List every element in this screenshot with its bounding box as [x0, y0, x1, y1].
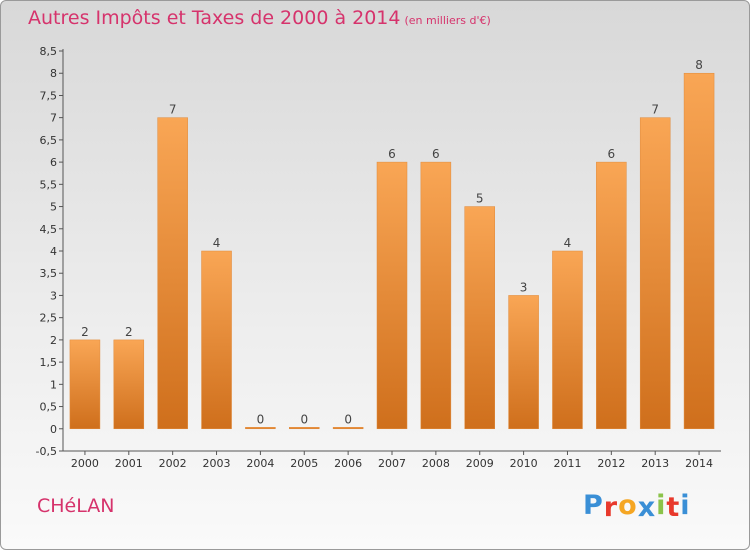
- x-tick-label: 2005: [290, 457, 318, 470]
- bar: [157, 117, 188, 430]
- x-tick-label: 2004: [246, 457, 274, 470]
- x-tick-label: 2013: [641, 457, 669, 470]
- x-tick-label: 2000: [71, 457, 99, 470]
- y-tick-label: 7,5: [40, 89, 58, 102]
- x-tick-label: 2007: [378, 457, 406, 470]
- logo-letter: r: [603, 492, 619, 523]
- chart-title-text: Autres Impôts et Taxes de 2000 à 2014: [28, 7, 401, 29]
- y-tick-label: 4,5: [40, 223, 58, 236]
- data-label: 2: [81, 325, 89, 339]
- data-label: 0: [344, 412, 352, 426]
- y-tick-label: 1,5: [40, 356, 58, 369]
- x-tick-label: 2006: [334, 457, 362, 470]
- x-tick-label: 2008: [422, 457, 450, 470]
- y-tick-label: 3: [50, 289, 57, 302]
- bar: [639, 117, 671, 430]
- y-tick-label: 8,5: [40, 45, 58, 58]
- chart-title: Autres Impôts et Taxes de 2000 à 2014 (en…: [28, 7, 491, 29]
- data-label: 2: [125, 325, 133, 339]
- logo-letter: i: [656, 490, 667, 521]
- y-tick-label: -0,5: [36, 445, 57, 458]
- y-tick-label: 7: [50, 112, 57, 125]
- data-label: 6: [432, 147, 440, 161]
- y-tick-label: 2,5: [40, 312, 58, 325]
- logo-letter: t: [666, 492, 681, 523]
- logo-letter: x: [637, 492, 657, 523]
- y-tick-label: 3,5: [40, 267, 58, 280]
- bar: [683, 72, 715, 430]
- logo-letter: i: [680, 490, 691, 521]
- data-label: 0: [257, 412, 265, 426]
- bar: [113, 339, 145, 430]
- data-label: 7: [651, 103, 659, 117]
- bar: [245, 427, 276, 430]
- bar: [552, 250, 583, 430]
- data-label: 4: [213, 236, 221, 250]
- data-label: 7: [169, 103, 177, 117]
- y-tick-label: 4: [50, 245, 57, 258]
- y-tick-label: 8: [50, 67, 57, 80]
- y-tick-label: 2: [50, 334, 57, 347]
- logo-letter: o: [618, 490, 638, 521]
- proxiti-logo: Proxiti: [583, 490, 691, 523]
- chart-unit: (en milliers d'€): [404, 14, 491, 27]
- y-tick-label: 0: [50, 423, 57, 436]
- data-label: 4: [564, 236, 572, 250]
- x-tick-label: 2014: [685, 457, 713, 470]
- y-tick-label: 5,5: [40, 178, 58, 191]
- data-label: 0: [300, 412, 308, 426]
- bar: [376, 161, 408, 430]
- x-tick-label: 2002: [159, 457, 187, 470]
- x-tick-label: 2012: [597, 457, 625, 470]
- data-label: 5: [476, 192, 484, 206]
- bar: [464, 206, 495, 430]
- logo-letter: P: [583, 490, 604, 521]
- bar: [420, 161, 452, 430]
- x-tick-label: 2010: [510, 457, 538, 470]
- bar: [69, 339, 101, 430]
- y-tick-label: 5: [50, 201, 57, 214]
- commune-name: CHéLAN: [37, 495, 115, 517]
- x-tick-label: 2001: [115, 457, 143, 470]
- bar: [332, 427, 364, 430]
- y-tick-label: 6: [50, 156, 57, 169]
- bar: [508, 295, 539, 430]
- bar: [289, 427, 320, 430]
- data-label: 8: [695, 58, 703, 72]
- bar: [201, 250, 232, 430]
- x-tick-label: 2003: [203, 457, 231, 470]
- bar: [596, 161, 627, 430]
- data-label: 6: [608, 147, 616, 161]
- data-label: 3: [520, 280, 528, 294]
- x-tick-label: 2009: [466, 457, 494, 470]
- y-tick-label: 1: [50, 378, 57, 391]
- y-tick-label: 6,5: [40, 134, 58, 147]
- y-tick-label: 0,5: [40, 401, 58, 414]
- data-label: 6: [388, 147, 396, 161]
- x-tick-label: 2011: [553, 457, 581, 470]
